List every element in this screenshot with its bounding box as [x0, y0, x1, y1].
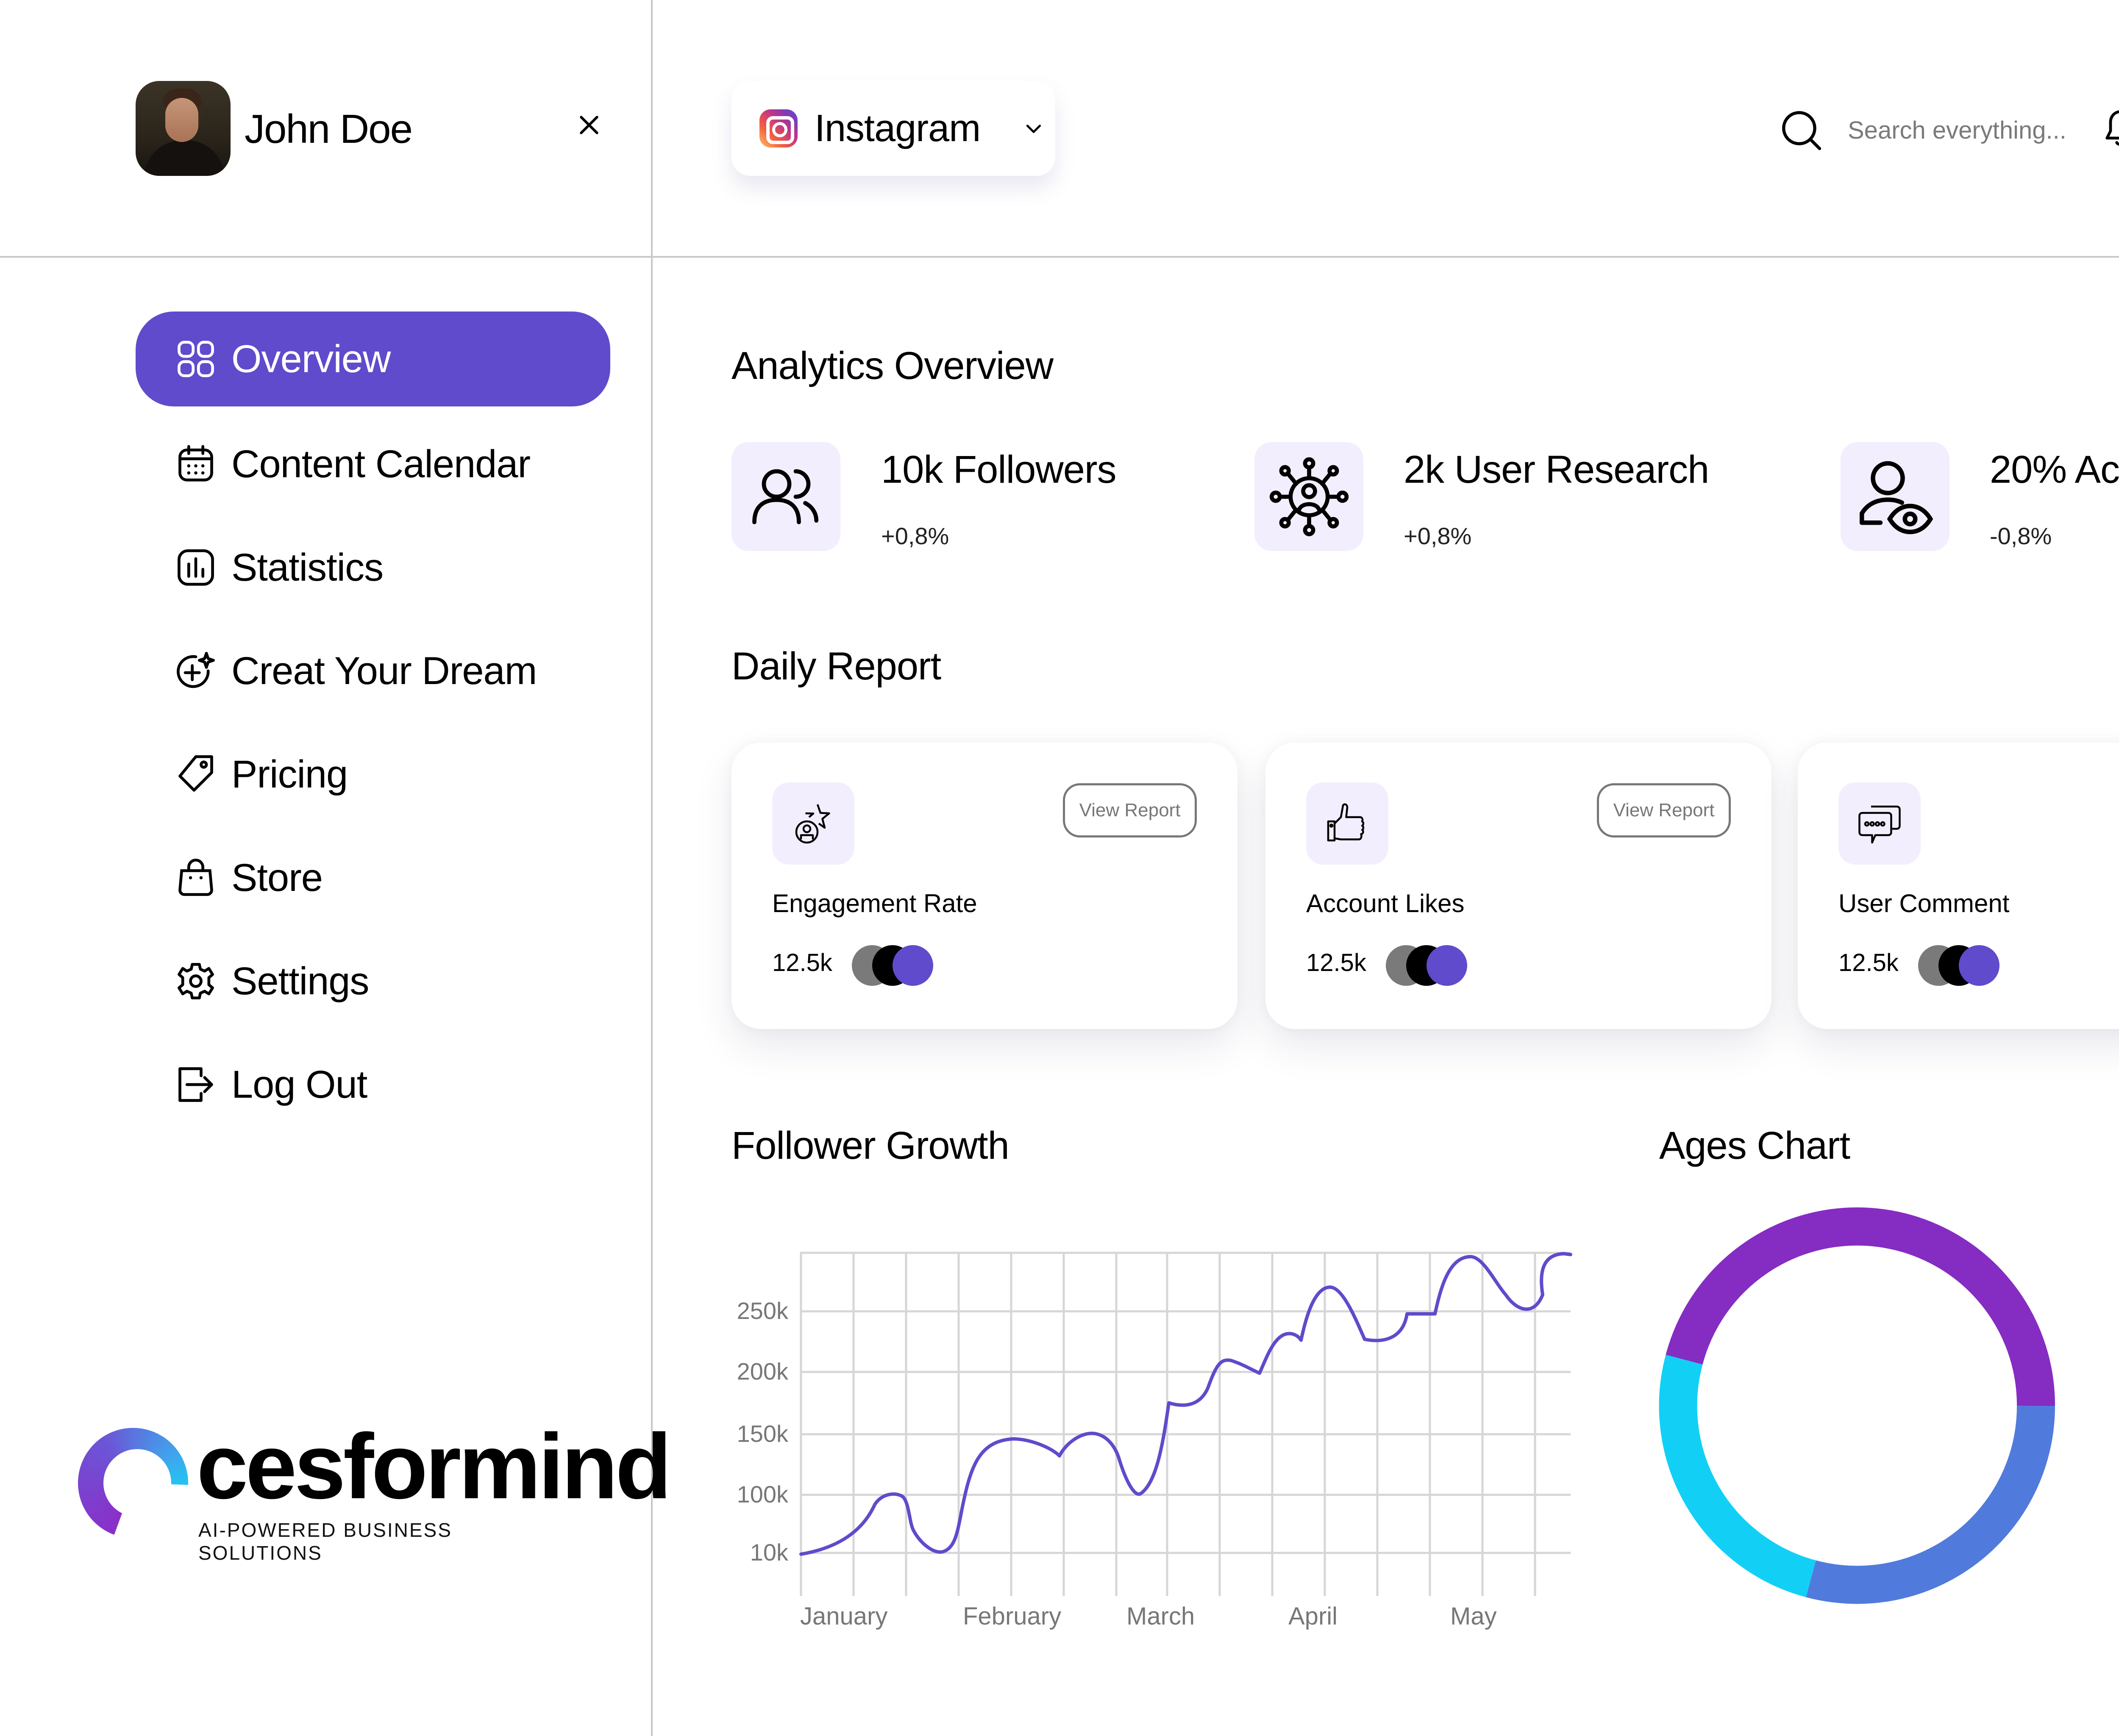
avatar[interactable] — [136, 81, 231, 176]
view-report-button[interactable]: View Report — [1597, 783, 1731, 837]
x-axis-label: April — [1288, 1602, 1338, 1630]
card-value: 12.5k — [1838, 949, 1899, 976]
card-value: 12.5k — [1306, 949, 1366, 976]
stat-change: +0,8% — [881, 523, 949, 549]
donut-segment-18-60 — [1666, 1207, 2055, 1406]
card-icon-box — [1306, 782, 1388, 865]
sidebar-item-store[interactable]: Store — [136, 830, 610, 925]
sidebar-item-label: Log Out — [231, 1063, 367, 1106]
avatar-stack — [1918, 945, 2003, 988]
stat-icon-box — [1841, 442, 1949, 551]
follower-growth-chart: 250k 200k 150k 100k 10k January February… — [720, 1229, 1589, 1636]
sidebar-item-label: Creat Your Dream — [231, 649, 537, 693]
stat-change: +0,8% — [1404, 523, 1472, 549]
card-title: Engagement Rate — [772, 889, 977, 918]
stat-title: 10k Followers — [881, 448, 1117, 491]
thumbs-up-icon — [1327, 803, 1365, 842]
close-sidebar-button[interactable] — [572, 108, 606, 142]
card-icon-box — [1838, 782, 1921, 865]
logout-icon — [178, 1067, 213, 1102]
stat-title: 20% Account Views — [1990, 448, 2119, 491]
ages-donut-chart — [1659, 1207, 2055, 1604]
report-card-likes: View Report Account Likes 12.5k — [1265, 743, 1771, 1029]
avatar-face — [165, 98, 198, 142]
sidebar-item-label: Pricing — [231, 752, 348, 796]
sidebar-item-overview[interactable]: Overview — [136, 312, 610, 406]
brand-tagline: AI-POWERED BUSINESS SOLUTIONS — [198, 1519, 452, 1564]
daily-report-title: Daily Report — [731, 645, 941, 688]
sidebar-item-label: Settings — [231, 959, 369, 1003]
x-axis-label: March — [1126, 1602, 1195, 1630]
sidebar-item-label: Statistics — [231, 545, 384, 589]
sidebar-item-label: Content Calendar — [231, 442, 531, 486]
sidebar-item-pricing[interactable]: Pricing — [136, 727, 610, 822]
grid-icon — [178, 341, 214, 377]
brand-name: cesformind — [197, 1415, 672, 1518]
stat-change: -0,8% — [1990, 523, 2052, 549]
sidebar-item-log-out[interactable]: Log Out — [136, 1037, 610, 1132]
y-axis-label: 10k — [750, 1539, 788, 1566]
stat-icon-box — [1254, 442, 1363, 551]
brand-logo-mark — [78, 1428, 188, 1538]
sparkle-plus-icon — [177, 652, 215, 688]
stat-icon-box — [731, 442, 840, 551]
chevron-down-icon — [1021, 116, 1046, 141]
x-axis-label: January — [800, 1602, 888, 1630]
ages-chart-title: Ages Chart — [1659, 1124, 1850, 1167]
follower-growth-title: Follower Growth — [731, 1124, 1009, 1167]
search-icon[interactable] — [1778, 107, 1824, 153]
platform-dropdown[interactable]: Instagram — [731, 81, 1055, 176]
card-icon-box — [772, 782, 854, 865]
avatar-stack — [852, 945, 937, 988]
avatar-dot — [1959, 945, 1999, 986]
tag-icon — [178, 755, 213, 792]
sidebar-item-label: Overview — [231, 337, 391, 381]
close-icon — [580, 116, 598, 134]
comments-icon — [1858, 805, 1901, 844]
donut-segment-under-18 — [1659, 1355, 1816, 1597]
card-title: Account Likes — [1306, 889, 1465, 918]
sidebar-item-create-your-dream[interactable]: Creat Your Dream — [136, 623, 610, 718]
report-card-engagement: View Report Engagement Rate 12.5k — [731, 743, 1237, 1029]
report-card-comments: View Report User Comment 12.5k — [1798, 743, 2119, 1029]
user-eye-icon — [1859, 461, 1933, 534]
donut-segment-over-60 — [1806, 1405, 2055, 1604]
analytics-overview-title: Analytics Overview — [731, 344, 1054, 387]
card-title: User Comment — [1838, 889, 2010, 918]
gear-icon — [178, 963, 214, 999]
sidebar-divider — [651, 0, 653, 1736]
header-divider — [0, 256, 2119, 258]
follower-line — [799, 1252, 1572, 1556]
network-user-icon — [1269, 457, 1349, 536]
brand-logo: cesformind AI-POWERED BUSINESS SOLUTIONS — [78, 1416, 672, 1564]
bell-icon[interactable] — [2100, 106, 2119, 153]
sidebar-item-statistics[interactable]: Statistics — [136, 520, 610, 615]
card-value: 12.5k — [772, 949, 832, 976]
avatar-dot — [893, 945, 933, 986]
avatar-stack — [1386, 945, 1471, 988]
sidebar-item-label: Store — [231, 856, 323, 899]
avatar-dot — [1427, 945, 1467, 986]
bar-chart-icon — [178, 549, 214, 586]
search-input[interactable] — [1848, 111, 2085, 149]
x-axis-label: May — [1450, 1602, 1497, 1630]
y-axis-label: 250k — [737, 1297, 788, 1324]
stat-title: 2k User Research — [1404, 448, 1709, 491]
y-axis-label: 150k — [737, 1420, 788, 1447]
platform-label: Instagram — [815, 107, 981, 150]
y-axis-label: 100k — [737, 1481, 788, 1508]
users-icon — [752, 469, 818, 524]
sidebar-item-settings[interactable]: Settings — [136, 934, 610, 1029]
x-axis-label: February — [963, 1602, 1062, 1630]
user-name: John Doe — [245, 106, 413, 152]
view-report-button[interactable]: View Report — [1063, 783, 1197, 837]
y-axis-label: 200k — [737, 1358, 788, 1385]
shopping-bag-icon — [178, 859, 213, 896]
instagram-icon — [759, 109, 798, 147]
line-chart-plot — [799, 1252, 1572, 1596]
sidebar-item-content-calendar[interactable]: Content Calendar — [136, 417, 610, 512]
avatar-shirt — [144, 140, 225, 176]
user-star-icon — [795, 804, 830, 844]
calendar-icon — [178, 445, 213, 481]
